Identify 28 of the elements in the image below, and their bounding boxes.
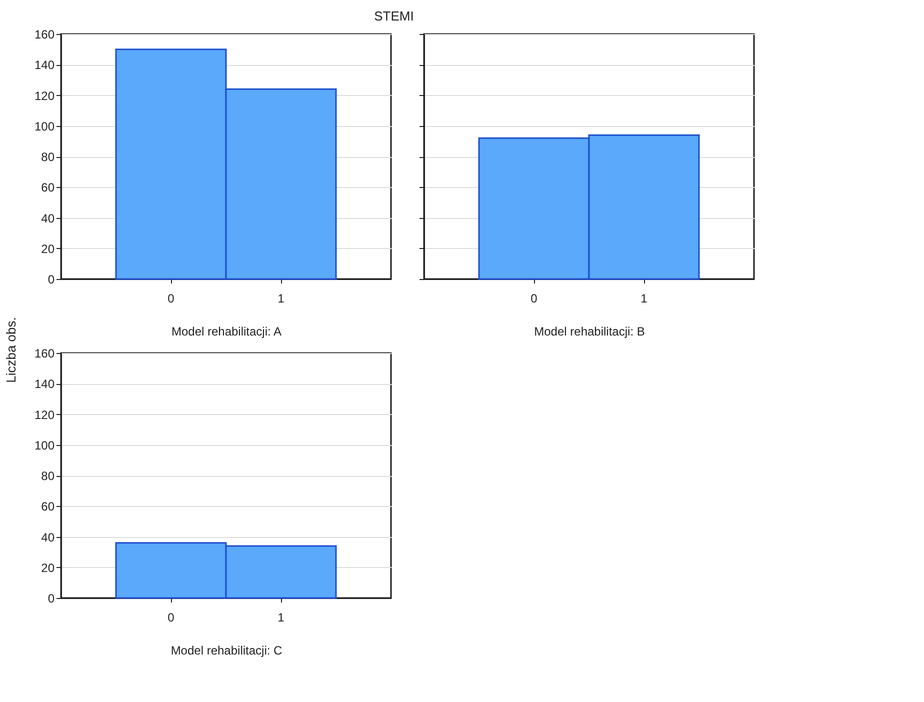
- x-tick-label: 1: [640, 292, 648, 306]
- y-tick-label: 0: [48, 272, 55, 286]
- y-tick-label: 160: [34, 28, 55, 42]
- y-tick-label: 20: [41, 560, 55, 575]
- y-tick-label: 140: [34, 377, 55, 392]
- y-tick-label: 100: [34, 438, 55, 452]
- y-tick-label: 160: [34, 346, 55, 360]
- y-tick-label: 40: [41, 211, 55, 226]
- y-tick-label: 60: [41, 180, 55, 195]
- y-tick-label: 0: [48, 592, 55, 606]
- x-axis-title: Model rehabilitacji: B: [534, 324, 645, 338]
- x-tick-label: 1: [278, 292, 285, 306]
- y-tick-label: 80: [41, 469, 55, 483]
- y-tick-label: 80: [41, 150, 55, 164]
- x-axis-title: Model rehabilitacji: A: [171, 324, 282, 338]
- x-tick-label: 0: [530, 292, 538, 306]
- y-tick-label: 100: [34, 119, 55, 134]
- y-tick-label: 60: [41, 500, 55, 514]
- y-tick-label: 40: [41, 530, 55, 544]
- x-tick-label: 1: [278, 610, 285, 624]
- chart-title: STEMI: [374, 8, 414, 24]
- y-axis-title: Liczba obs.: [3, 317, 18, 383]
- x-tick-label: 0: [168, 292, 175, 306]
- x-axis-title: Model rehabilitacji: C: [170, 644, 283, 658]
- y-tick-label: 140: [34, 58, 55, 72]
- y-tick-label: 120: [34, 408, 55, 422]
- y-tick-label: 20: [41, 242, 55, 256]
- y-tick-label: 120: [34, 88, 55, 103]
